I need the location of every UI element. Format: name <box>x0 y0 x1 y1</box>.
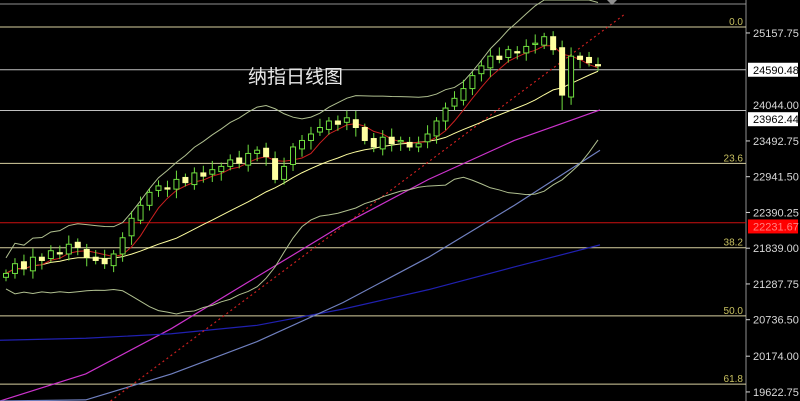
candle <box>272 158 279 180</box>
bollinger-middle <box>5 70 599 274</box>
candle <box>200 172 207 177</box>
candle <box>47 250 54 260</box>
price-label: 24590.48 <box>753 65 799 77</box>
y-tick-label: 20736.50 <box>753 315 799 327</box>
candle <box>74 241 81 248</box>
y-tick-label: 21287.75 <box>753 279 799 291</box>
candle <box>146 191 153 206</box>
price-label-box <box>748 112 798 127</box>
candle <box>29 256 36 272</box>
candle <box>236 157 243 164</box>
candle <box>442 107 449 122</box>
candle <box>487 55 494 69</box>
candle <box>299 139 305 150</box>
candle <box>370 138 377 148</box>
price-label: 23962.44 <box>753 114 799 126</box>
candle <box>532 42 539 45</box>
candle <box>20 261 27 270</box>
candle <box>155 185 162 191</box>
candle <box>460 88 467 101</box>
candle <box>568 55 575 98</box>
bollinger-lower <box>5 139 599 315</box>
candle <box>415 143 422 148</box>
y-tick-label: 25157.75 <box>753 28 799 40</box>
candle <box>101 258 108 265</box>
candle <box>290 146 297 165</box>
candle <box>191 172 198 186</box>
trendline-dotted <box>110 13 626 401</box>
candle <box>379 136 386 150</box>
candle <box>38 256 45 261</box>
fib-label-23.6: 23.6 <box>724 153 744 164</box>
fib-label-50.0: 50.0 <box>724 306 744 317</box>
candle <box>164 187 171 190</box>
candle <box>550 36 557 51</box>
y-tick-label: 21839.00 <box>753 243 799 255</box>
bollinger-upper <box>5 0 599 259</box>
fib-label-0.0: 0.0 <box>729 17 743 28</box>
candle <box>559 47 566 96</box>
candle <box>514 51 521 54</box>
candle <box>92 256 99 261</box>
candle <box>586 56 593 64</box>
candle <box>433 120 440 137</box>
price-label-box <box>748 219 798 234</box>
y-tick-label: 23492.75 <box>753 136 799 148</box>
candle <box>227 159 234 167</box>
candle <box>137 204 144 221</box>
candle <box>263 147 270 158</box>
candle <box>182 176 189 184</box>
candle <box>209 169 216 175</box>
candle <box>3 272 9 278</box>
candle <box>245 152 252 166</box>
y-tick-label: 20174.00 <box>753 351 799 363</box>
candle <box>83 248 90 258</box>
candle <box>334 120 341 125</box>
candle <box>128 217 135 237</box>
moving-average-line-0 <box>0 109 601 401</box>
candle <box>254 149 261 154</box>
y-tick-label: 22390.25 <box>753 207 799 219</box>
candle <box>523 45 530 54</box>
candle <box>343 117 350 123</box>
candle <box>281 165 288 180</box>
chart-title: 纳指日线图 <box>248 66 344 88</box>
candle <box>496 55 503 60</box>
candle <box>595 64 601 67</box>
price-label: 22231.67 <box>753 221 799 233</box>
y-tick-label: 19622.75 <box>753 387 799 399</box>
candle <box>388 136 395 145</box>
candle <box>119 237 126 255</box>
price-label: 24044.00 <box>753 100 799 112</box>
candle <box>361 127 368 141</box>
candle <box>406 141 413 148</box>
fib-label-38.2: 38.2 <box>724 238 744 249</box>
candle <box>352 119 359 129</box>
moving-average-line-2 <box>0 149 601 401</box>
candle <box>505 49 512 58</box>
candle <box>478 65 485 75</box>
candle <box>218 165 225 173</box>
candle <box>110 253 117 267</box>
fib-label-61.8: 61.8 <box>724 374 744 385</box>
candle <box>325 120 332 130</box>
candle <box>397 139 404 143</box>
candle <box>173 178 180 190</box>
candle <box>65 243 72 255</box>
y-tick-label: 22941.50 <box>753 172 799 184</box>
candle <box>11 263 18 274</box>
candle <box>541 36 548 46</box>
candle <box>577 55 584 60</box>
candle <box>469 75 476 90</box>
candle <box>316 127 323 133</box>
candle <box>307 133 314 141</box>
candle <box>424 133 431 143</box>
moving-average-line-1 <box>0 244 601 341</box>
candle <box>56 252 63 255</box>
scroll-marker-icon <box>607 0 617 5</box>
price-label-box <box>748 62 798 77</box>
candle <box>451 97 458 107</box>
